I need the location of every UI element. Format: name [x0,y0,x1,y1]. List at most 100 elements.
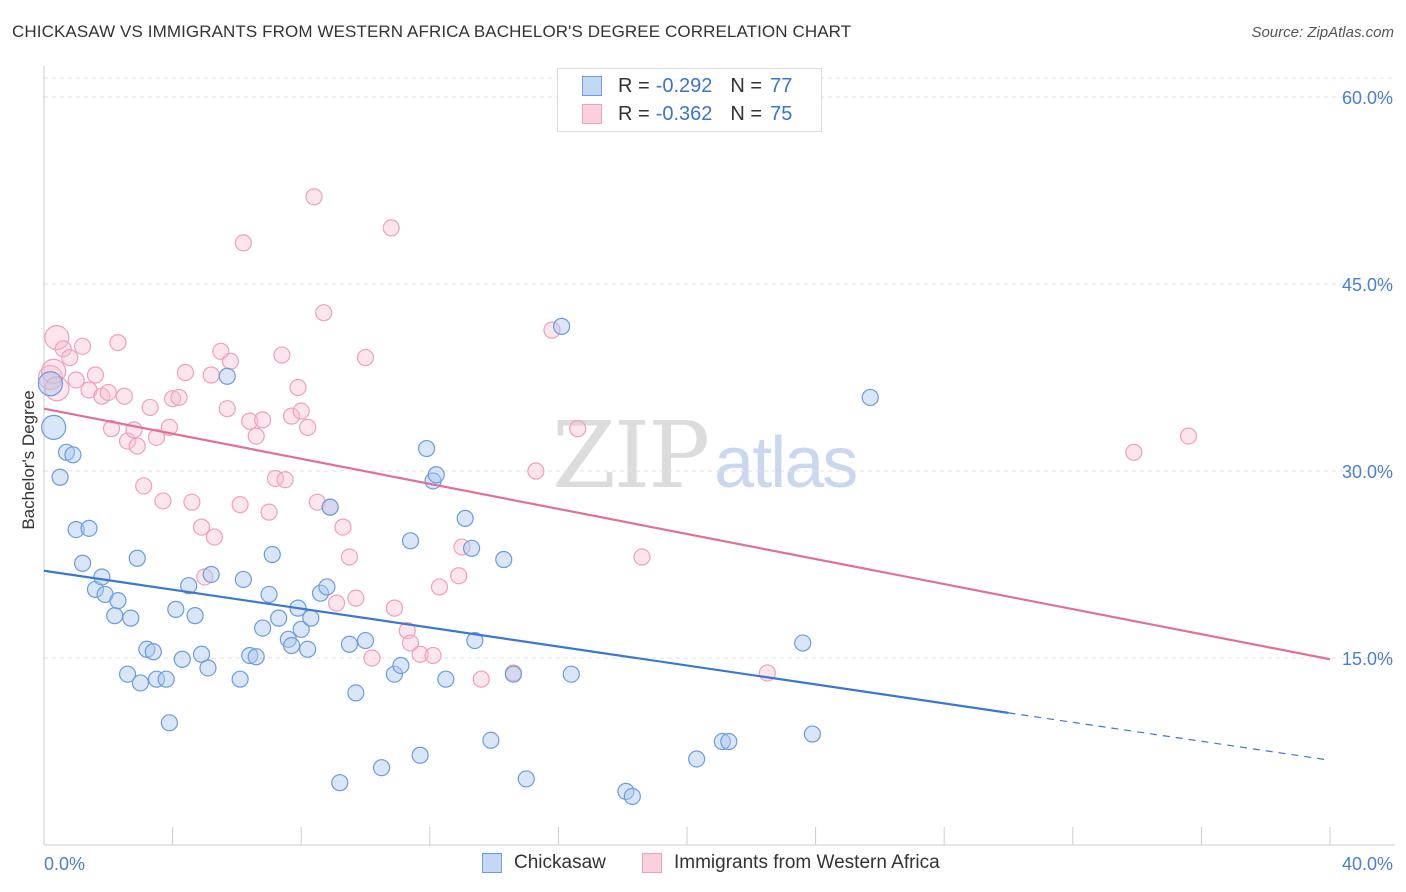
chickasaw-point [122,609,140,627]
immigrants-point [363,649,381,667]
immigrants-point [430,578,449,596]
x-tick-label: 0.0% [44,854,85,874]
immigrants-point [67,371,85,389]
chickasaw-point [794,634,812,652]
trend-line-chickasaw-extrapolated [1008,712,1331,761]
y-tick-label: 30.0% [1342,462,1393,482]
immigrants-point [221,352,240,370]
immigrants-point [472,670,490,688]
immigrants-point [411,645,429,663]
chickasaw-point [80,519,98,537]
chickasaw-point [517,770,535,788]
chickasaw-point [347,684,365,702]
immigrants-point [141,398,159,417]
chickasaw-point [292,620,310,638]
chickasaw-point [218,367,236,385]
chickasaw-point [173,650,191,668]
immigrants-point [241,412,259,430]
source-credit: Source: ZipAtlas.com [1251,24,1394,41]
immigrants-point [424,646,442,665]
y-tick-label: 60.0% [1342,88,1393,108]
trend-lines [43,407,1331,761]
immigrants-point [276,471,294,489]
chickasaw-point [401,532,420,550]
chickasaw-point [427,466,445,484]
immigrants-point [234,234,252,252]
legend-row-chickasaw: R = -0.292 N = 77 [582,73,792,99]
chickasaw-point [51,468,69,486]
chickasaw-point [147,670,166,688]
chickasaw-point [713,732,731,751]
chickasaw-point [340,635,359,653]
watermark-atlas: atlas [714,423,858,503]
chickasaw-point [41,414,67,440]
chickasaw-point [109,592,127,610]
immigrants-point [231,496,249,514]
immigrants-point [86,366,105,384]
immigrants-point [543,321,561,339]
immigrants-point [109,333,127,352]
chart-title: CHICKASAW VS IMMIGRANTS FROM WESTERN AFR… [12,22,852,41]
chickasaw-point [861,388,879,407]
series-chickasaw-points [37,317,879,805]
y-tick-label: 45.0% [1342,275,1393,295]
chickasaw-point [299,640,317,658]
legend-n-value: 77 [770,74,793,97]
bottom-legend-label-chickasaw: Chickasaw [514,852,606,873]
series-immigrants-points [37,188,1198,688]
immigrants-point [260,503,278,521]
y-axis-label: Bachelor's Degree [19,390,38,529]
chickasaw-point [456,509,474,527]
immigrants-point [115,387,133,405]
immigrants-point [308,493,326,511]
chickasaw-point [144,643,162,661]
legend-n-value: 75 [770,102,793,125]
immigrants-point [44,325,70,351]
immigrants-point [450,567,468,585]
chickasaw-point [270,609,288,627]
chickasaw-point [623,787,641,805]
bottom-legend: Chickasaw Immigrants from Western Africa [0,852,1406,878]
chickasaw-point [437,670,455,688]
chickasaw-point [321,498,339,516]
immigrants-point [356,348,375,367]
immigrants-point [154,492,172,510]
immigrants-point [315,304,333,322]
immigrants-point [183,493,201,511]
chickasaw-point [466,631,484,650]
bottom-legend-chickasaw: Chickasaw [482,852,606,874]
trend-line-immigrants [43,407,1331,661]
chickasaw-point [356,631,375,650]
chickasaw-point [302,609,320,627]
bottom-legend-swatch-chickasaw [482,853,502,873]
chickasaw-point [93,568,111,586]
chickasaw-point [118,665,137,683]
legend-swatch-chickasaw [582,76,602,96]
immigrants-point [73,337,92,355]
immigrants-point [569,420,587,438]
immigrants-point [633,548,651,566]
immigrants-point [334,518,352,536]
chickasaw-point [199,659,217,677]
immigrants-point [54,340,72,358]
chickasaw-point [331,774,349,792]
chickasaw-point [311,584,330,602]
y-tick-label: 15.0% [1342,649,1393,669]
legend-r-value: -0.362 [655,102,713,125]
immigrants-point [170,388,188,407]
immigrants-point [164,390,182,408]
immigrants-point [176,363,195,382]
immigrants-point [401,634,420,652]
chickasaw-point [504,665,522,683]
legend-n-label: N = [730,102,763,125]
chickasaw-point [131,674,150,692]
legend-swatch-immigrants [582,104,602,124]
immigrants-point [99,383,117,402]
immigrants-point [340,548,359,566]
grid-lines [44,77,1395,659]
immigrants-point [385,599,404,617]
immigrants-point [254,411,272,429]
chickasaw-point [553,317,571,335]
immigrants-point [289,378,307,397]
